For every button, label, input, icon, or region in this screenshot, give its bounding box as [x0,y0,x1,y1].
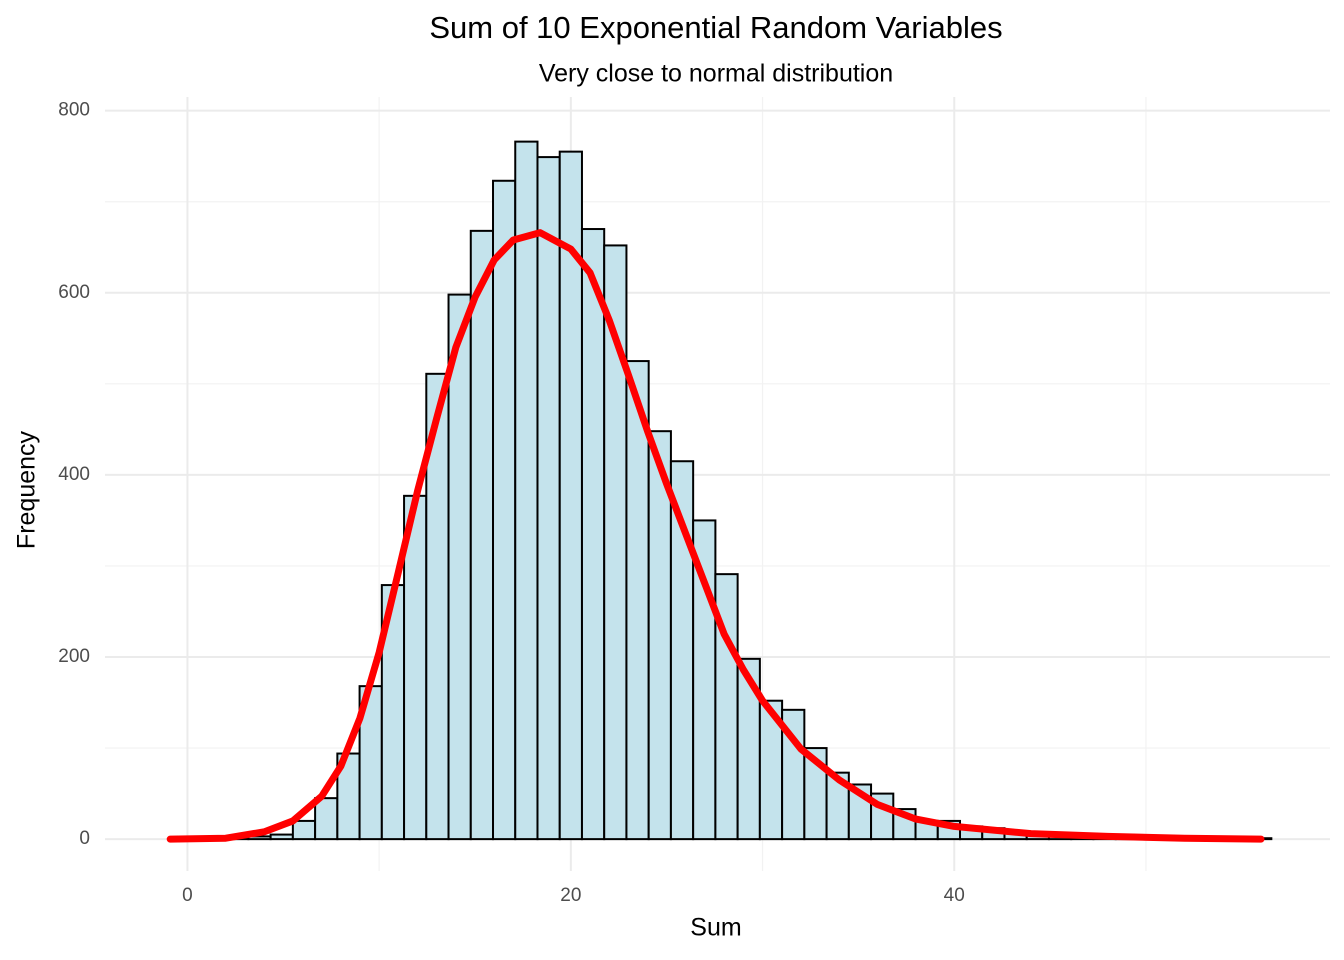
bar [447,293,472,841]
x-tick-label: 20 [560,885,581,906]
density-curve [166,229,1265,843]
bar [492,179,517,841]
chart-subtitle: Very close to normal distribution [539,60,893,88]
bar [269,833,294,841]
y-axis-title: Frequency [13,430,41,549]
y-tick-label: 200 [58,646,90,667]
bar [291,819,317,841]
y-tick-label: 800 [58,100,90,121]
y-tick-label: 0 [79,828,90,849]
bar [514,140,539,841]
x-axis-title: Sum [690,914,741,942]
x-tick-label: 40 [944,885,965,906]
x-tick-label: 0 [182,885,193,906]
y-tick-label: 400 [58,464,90,485]
bar [536,156,561,841]
y-tick-label: 600 [58,282,90,303]
chart-title: Sum of 10 Exponential Random Variables [429,10,1002,45]
bar [469,229,495,841]
bar [580,228,606,841]
bar [314,797,339,841]
